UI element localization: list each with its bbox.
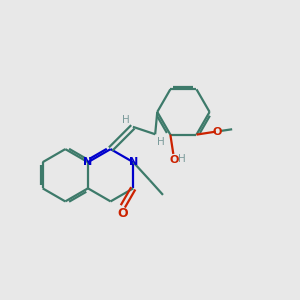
Text: O: O <box>212 127 221 136</box>
Text: H: H <box>122 115 129 125</box>
Text: H: H <box>157 137 165 147</box>
Text: N: N <box>83 157 93 167</box>
Text: N: N <box>129 157 138 167</box>
Text: H: H <box>178 154 186 164</box>
Text: O: O <box>169 155 179 166</box>
Text: O: O <box>118 207 128 220</box>
